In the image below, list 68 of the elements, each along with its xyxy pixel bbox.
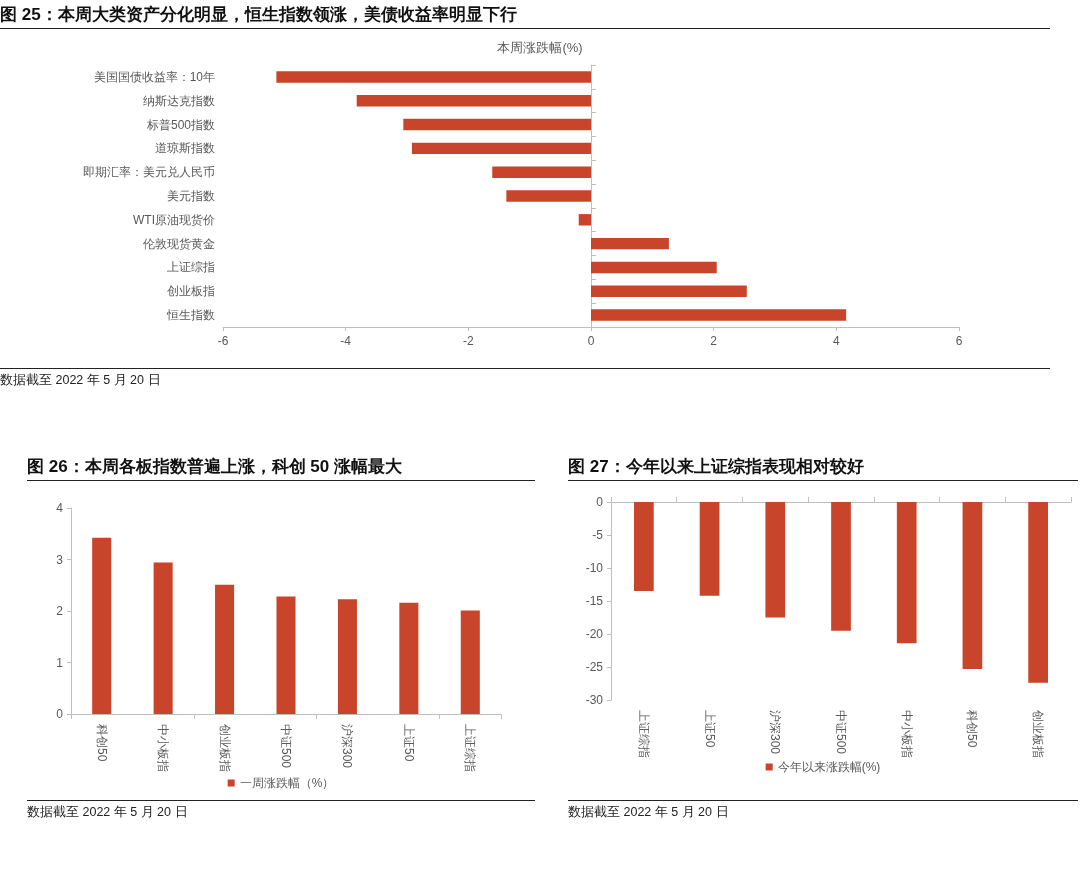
x-tick-label: 6 — [955, 334, 963, 348]
text: 数据截至 2022 年 5 月 20 日 — [27, 804, 189, 820]
bar — [591, 237, 669, 250]
x-tick-label: 中证500 — [834, 710, 848, 755]
x-tick-label: 沪深300 — [340, 724, 355, 769]
y-tick-label: 道琼斯指数 — [155, 141, 215, 156]
chart-title: 图 25：本周大类资产分化明显，恒生指数领涨，美债收益率明显下行 — [0, 4, 1050, 29]
bar — [578, 214, 591, 226]
bar — [153, 562, 173, 714]
y-tick-label: 创业板指 — [167, 284, 215, 299]
bar — [403, 118, 591, 131]
chart-title: 图 26：本周各板指数普遍上涨，科创 50 涨幅最大 — [27, 456, 535, 481]
text: 数据截至 2022 年 5 月 20 日 — [568, 804, 730, 820]
bar — [399, 602, 419, 714]
chart-title: 图 27：今年以来上证综指表现相对较好 — [568, 456, 1078, 481]
bar — [591, 285, 747, 297]
y-tick-label: 美元指数 — [167, 189, 215, 203]
y-tick-label: 4 — [56, 501, 64, 515]
bar — [492, 166, 591, 178]
y-tick-label: WTI原油现货价 — [133, 212, 215, 227]
y-tick-label: 0 — [596, 495, 604, 509]
bar — [591, 261, 717, 274]
y-tick-label: -5 — [592, 528, 604, 542]
y-tick-label: 标普500指数 — [145, 117, 215, 132]
y-tick-label: -30 — [585, 693, 604, 707]
x-tick-label: 上证综指 — [636, 710, 651, 758]
text: 数据截至 2022 年 5 月 20 日 — [0, 372, 162, 388]
bar — [276, 596, 296, 714]
y-tick-label: 1 — [56, 655, 64, 670]
y-tick-label: -20 — [585, 627, 604, 641]
x-tick-label: -4 — [340, 334, 352, 348]
x-tick-label: 中小板指 — [156, 724, 171, 772]
x-tick-label: 中小板指 — [899, 710, 914, 758]
y-tick-label: -15 — [585, 594, 604, 608]
bar — [92, 537, 112, 714]
bar — [215, 584, 235, 714]
y-tick-label: 2 — [56, 604, 64, 618]
bar — [411, 142, 591, 155]
bar — [356, 95, 591, 107]
legend-label: 一周涨跌幅（%） — [239, 776, 335, 790]
x-tick-label: 2 — [710, 334, 718, 348]
bar — [276, 71, 591, 83]
legend-label: 今年以来涨跌幅(%) — [777, 760, 881, 774]
bar — [591, 309, 847, 321]
y-tick-label: 即期汇率：美元兑人民币 — [83, 165, 215, 180]
x-tick-label: 沪深300 — [768, 710, 783, 755]
x-tick-label: 科创50 — [965, 710, 980, 748]
x-tick-label: -2 — [463, 334, 474, 348]
y-tick-label: 伦敦现货黄金 — [143, 236, 215, 251]
x-tick-label: 科创50 — [94, 724, 109, 762]
y-tick-label: -10 — [585, 561, 604, 575]
chart-subtitle: 本周涨跌幅(%) — [497, 40, 583, 55]
x-tick-label: -6 — [217, 334, 229, 348]
y-tick-label: 纳斯达克指数 — [143, 93, 215, 108]
y-tick-label: 上证综指 — [167, 260, 215, 275]
y-tick-label: 恒生指数 — [166, 308, 215, 323]
y-tick-label: -25 — [585, 660, 604, 674]
x-tick-label: 上证50 — [702, 710, 717, 748]
x-tick-label: 创业板指 — [1031, 710, 1046, 758]
x-tick-label: 中证500 — [279, 724, 293, 769]
y-tick-label: 美国国债收益率：10年 — [93, 69, 215, 84]
bar — [506, 190, 591, 202]
y-tick-label: 3 — [56, 552, 64, 567]
bar — [337, 599, 357, 714]
bar — [460, 610, 480, 714]
x-tick-label: 上证综指 — [463, 724, 478, 772]
x-tick-label: 上证50 — [401, 724, 416, 762]
x-tick-label: 4 — [832, 334, 840, 348]
